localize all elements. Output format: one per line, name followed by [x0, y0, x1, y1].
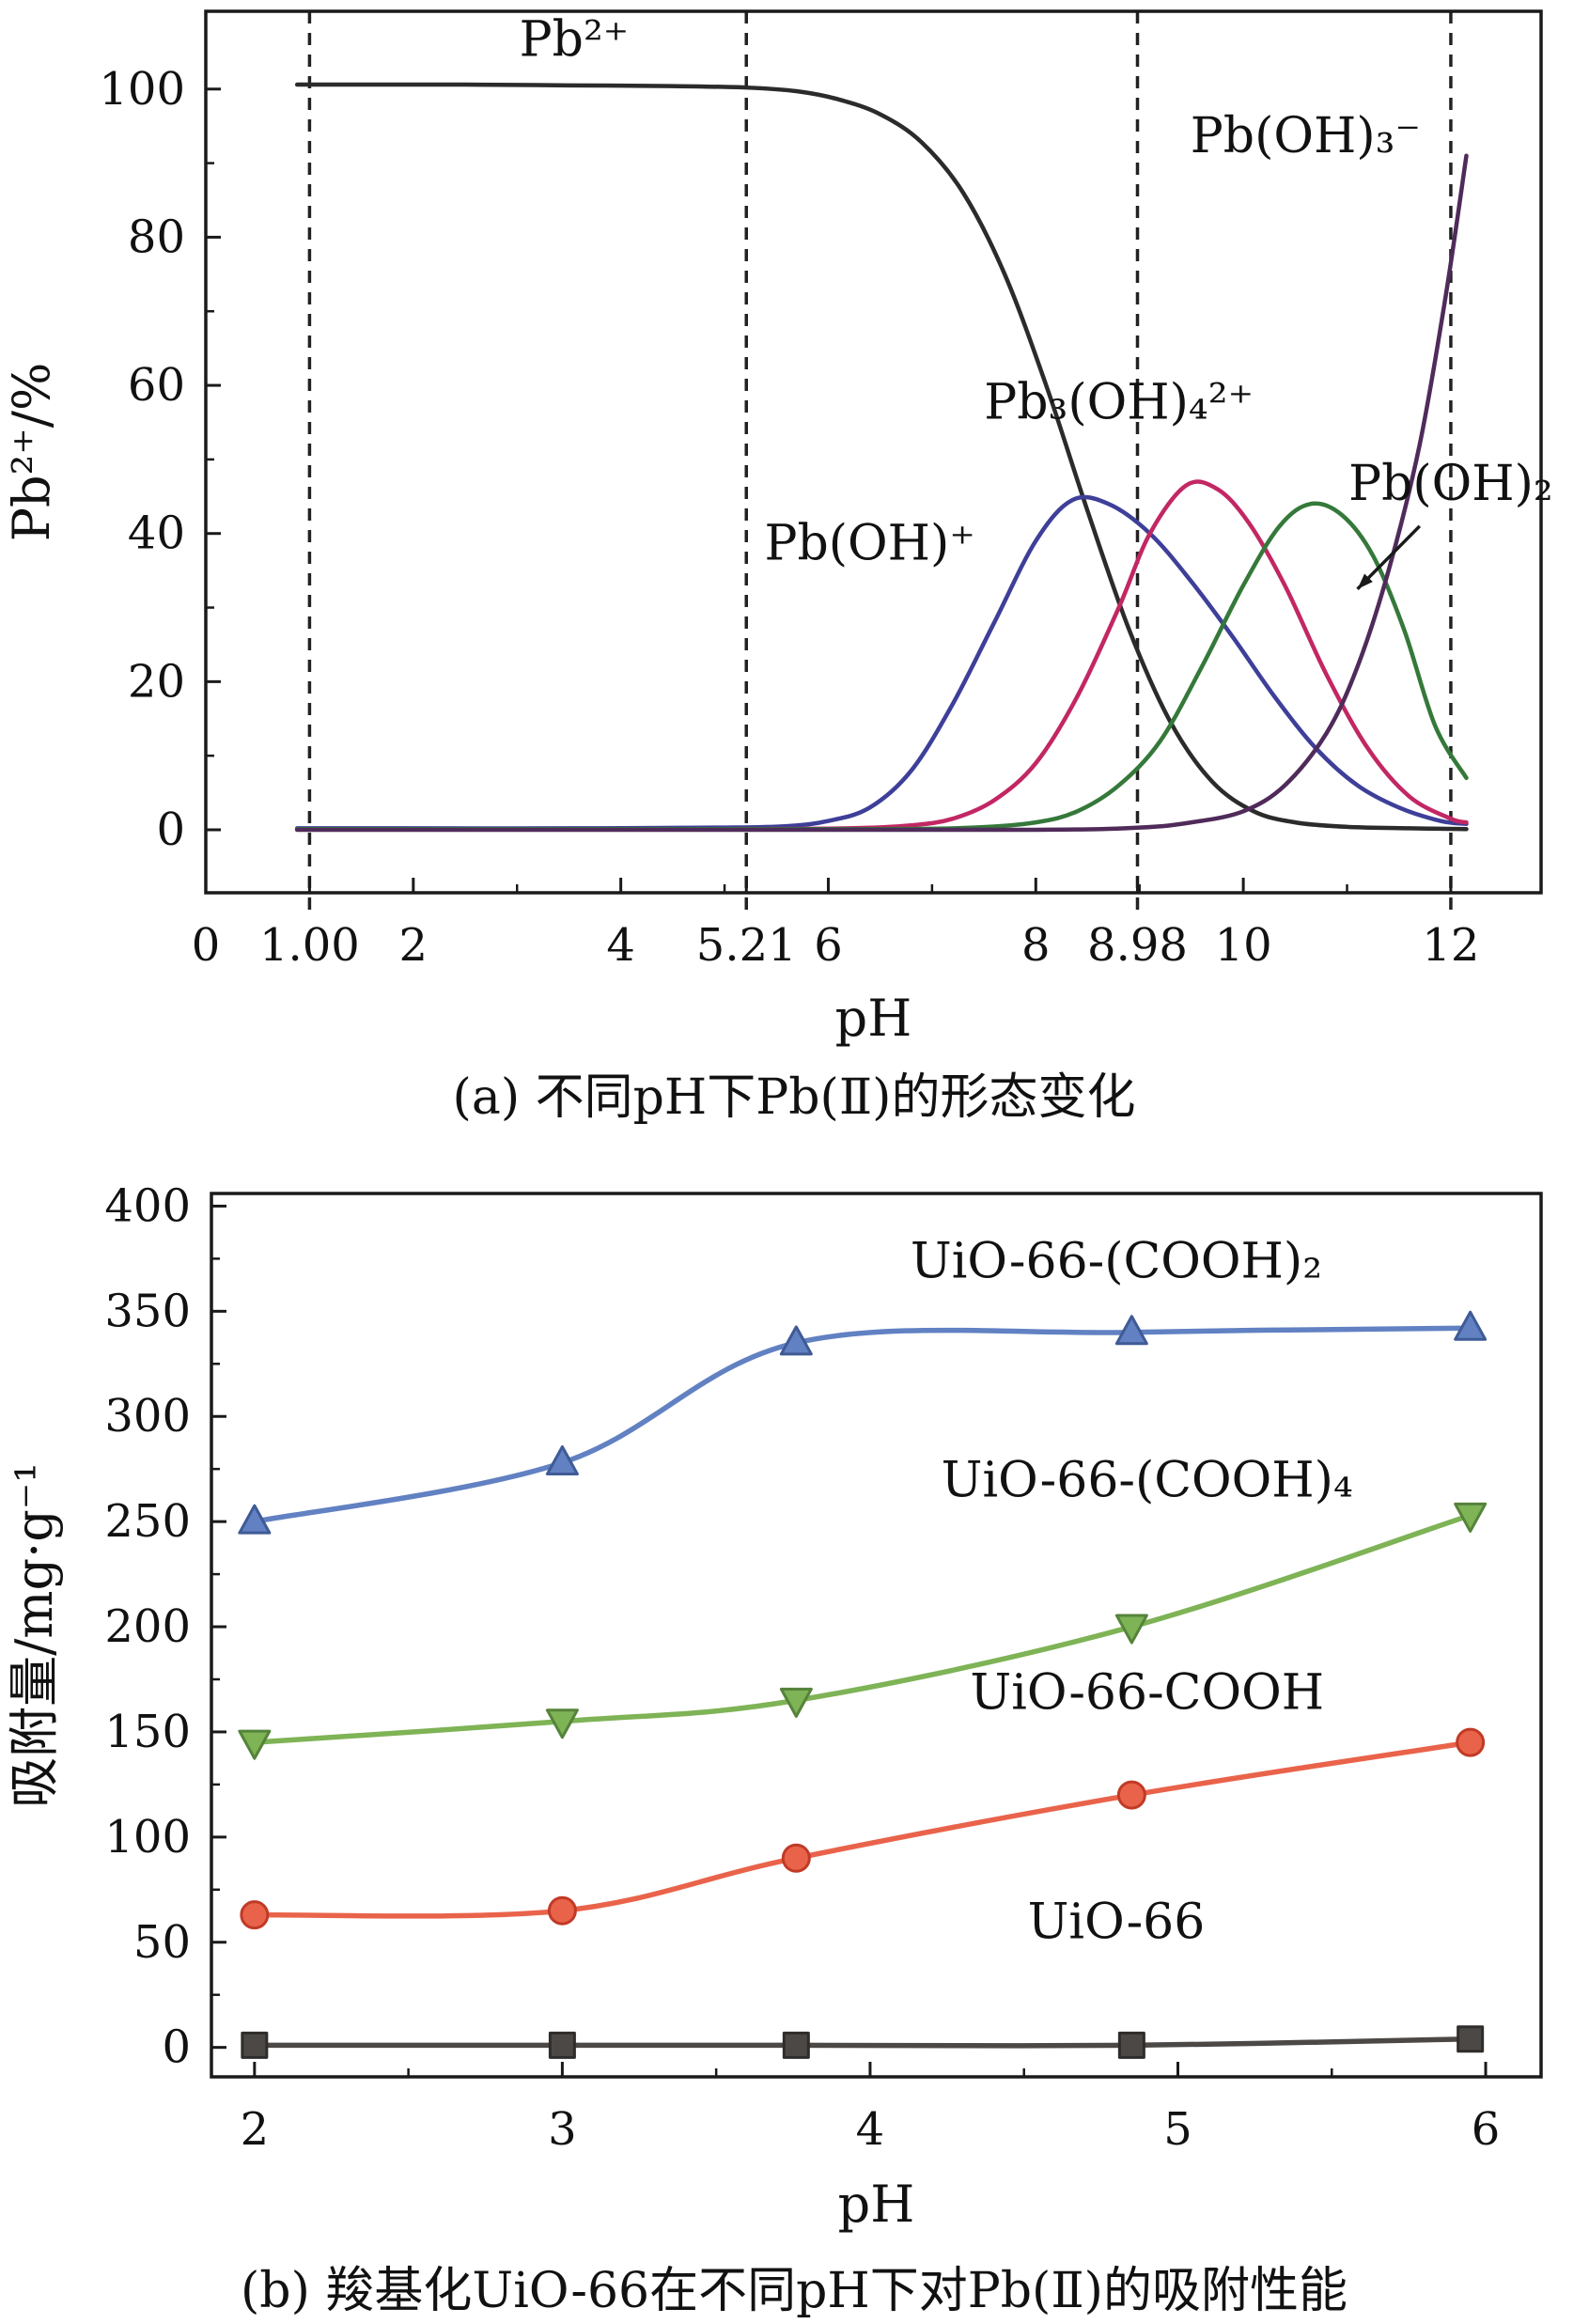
- series-marker-UiO-66-(COOH)4: [238, 1729, 272, 1760]
- series-marker-UiO-66-COOH: [1116, 1780, 1146, 1810]
- series-marker-UiO-66-(COOH)2: [238, 1504, 272, 1535]
- x-tick-label: 5: [1163, 2103, 1192, 2156]
- y-tick-label: 0: [162, 2021, 191, 2074]
- y-tick-label: 40: [128, 507, 185, 560]
- series-marker-UiO-66-(COOH)2: [779, 1325, 813, 1356]
- y-tick-label: 350: [104, 1285, 191, 1337]
- y-axis-label: Pb²⁺/%: [2, 363, 61, 542]
- series-UiO-66: [241, 2025, 1485, 2059]
- series-line-Pb2+: [294, 82, 1469, 832]
- series-marker-UiO-66-COOH: [547, 1895, 577, 1926]
- series-marker-UiO-66-(COOH)4: [545, 1708, 579, 1739]
- x-tick-label: 5.21: [696, 919, 797, 972]
- x-tick-label: 12: [1422, 919, 1479, 972]
- x-tick-label: 4: [606, 919, 635, 972]
- plot-frame: [204, 9, 1543, 895]
- curve-annotation: Pb₃(OH)₄²⁺: [984, 375, 1254, 431]
- plot-frame: [210, 1192, 1543, 2079]
- y-tick-label: 0: [156, 803, 185, 856]
- series-marker-UiO-66-(COOH)4: [1114, 1614, 1148, 1645]
- x-tick-label: 3: [548, 2103, 577, 2156]
- speciation-chart: 0 1.00 2 4 5.21 6 8 8.98 10 12 0 20 40 60 80 100 pH Pb²⁺/…: [2, 9, 1553, 1048]
- x-axis-label: pH: [838, 2175, 915, 2234]
- series-marker-UiO-66: [1117, 2031, 1145, 2059]
- series-line-UiO-66-COOH: [252, 1739, 1473, 1919]
- annotation-arrowhead-icon: [1357, 573, 1373, 589]
- series-marker-UiO-66-(COOH)4: [779, 1687, 813, 1718]
- series-line-UiO-66: [252, 2035, 1473, 2049]
- y-tick-label: 150: [104, 1706, 191, 1758]
- x-tick-label: 8.98: [1087, 919, 1188, 972]
- y-tick-label: 250: [104, 1495, 191, 1548]
- y-tick-label: 80: [128, 211, 185, 263]
- series-line-UiO-66-(COOH)4: [252, 1512, 1473, 1745]
- x-tick-label: 4: [856, 2103, 885, 2156]
- x-tick-label: 10: [1215, 919, 1272, 972]
- x-tick-label: 2: [399, 919, 428, 972]
- series-label-UiO-66-COOH: UiO-66-COOH: [970, 1664, 1324, 1721]
- caption-chart-a: (a) 不同pH下Pb(Ⅱ)的形态变化: [453, 1069, 1136, 1126]
- y-tick-label: 20: [128, 655, 185, 708]
- series-UiO-66-COOH: [240, 1727, 1486, 1930]
- series-Pb(OH)3-: [294, 153, 1469, 833]
- x-tick-label: 1.00: [259, 919, 360, 972]
- series-marker-UiO-66-(COOH)2: [1454, 1310, 1488, 1341]
- series-marker-UiO-66-COOH: [1456, 1727, 1486, 1757]
- series-marker-UiO-66: [241, 2031, 269, 2059]
- series-UiO-66-(COOH)2: [238, 1310, 1488, 1535]
- y-tick-label: 100: [104, 1811, 191, 1864]
- x-axis-label: pH: [835, 989, 912, 1048]
- x-tick-label: 8: [1021, 919, 1051, 972]
- series-marker-UiO-66-(COOH)4: [1454, 1502, 1488, 1533]
- series-Pb2+: [294, 82, 1469, 832]
- y-tick-label: 60: [128, 359, 185, 412]
- adsorption-chart: 2 3 4 5 6 0 50 100 150 200 250 300 350 400 pH 吸附量/mg·g⁻…: [5, 1179, 1543, 2234]
- y-tick-label: 300: [104, 1390, 191, 1443]
- x-tick-label: 6: [814, 919, 843, 972]
- series-marker-UiO-66-(COOH)2: [545, 1444, 579, 1475]
- x-tick-label: 0: [192, 919, 221, 972]
- y-tick-label: 50: [133, 1916, 191, 1969]
- y-tick-label: 100: [99, 63, 185, 116]
- series-line-Pb(OH)3-: [294, 153, 1469, 833]
- series-UiO-66-(COOH)4: [238, 1502, 1488, 1760]
- y-tick-label: 200: [104, 1600, 191, 1653]
- x-tick-label: 2: [241, 2103, 270, 2156]
- y-axis-label: 吸附量/mg·g⁻¹: [5, 1462, 64, 1808]
- series-label-UiO-66-(COOH)2: UiO-66-(COOH)₂: [911, 1234, 1322, 1290]
- series-marker-UiO-66: [1457, 2025, 1485, 2053]
- series-marker-UiO-66-(COOH)2: [1114, 1315, 1148, 1346]
- caption-chart-b: (b) 羧基化UiO-66在不同pH下对Pb(Ⅱ)的吸附性能: [241, 2263, 1348, 2319]
- curve-annotation: Pb²⁺: [520, 11, 630, 68]
- curve-annotation: Pb(OH)₃⁻: [1191, 108, 1421, 164]
- series-marker-UiO-66: [782, 2031, 810, 2059]
- series-marker-UiO-66-COOH: [240, 1900, 270, 1930]
- series-marker-UiO-66: [548, 2031, 576, 2059]
- y-tick-label: 400: [104, 1179, 191, 1232]
- series-label-UiO-66-(COOH)4: UiO-66-(COOH)₄: [942, 1452, 1353, 1508]
- curve-annotation: Pb(OH)₂: [1348, 456, 1553, 512]
- x-tick-label: 6: [1472, 2103, 1501, 2156]
- series-label-UiO-66: UiO-66: [1028, 1894, 1206, 1950]
- curve-annotation: Pb(OH)⁺: [764, 515, 974, 571]
- series-marker-UiO-66-COOH: [781, 1843, 811, 1873]
